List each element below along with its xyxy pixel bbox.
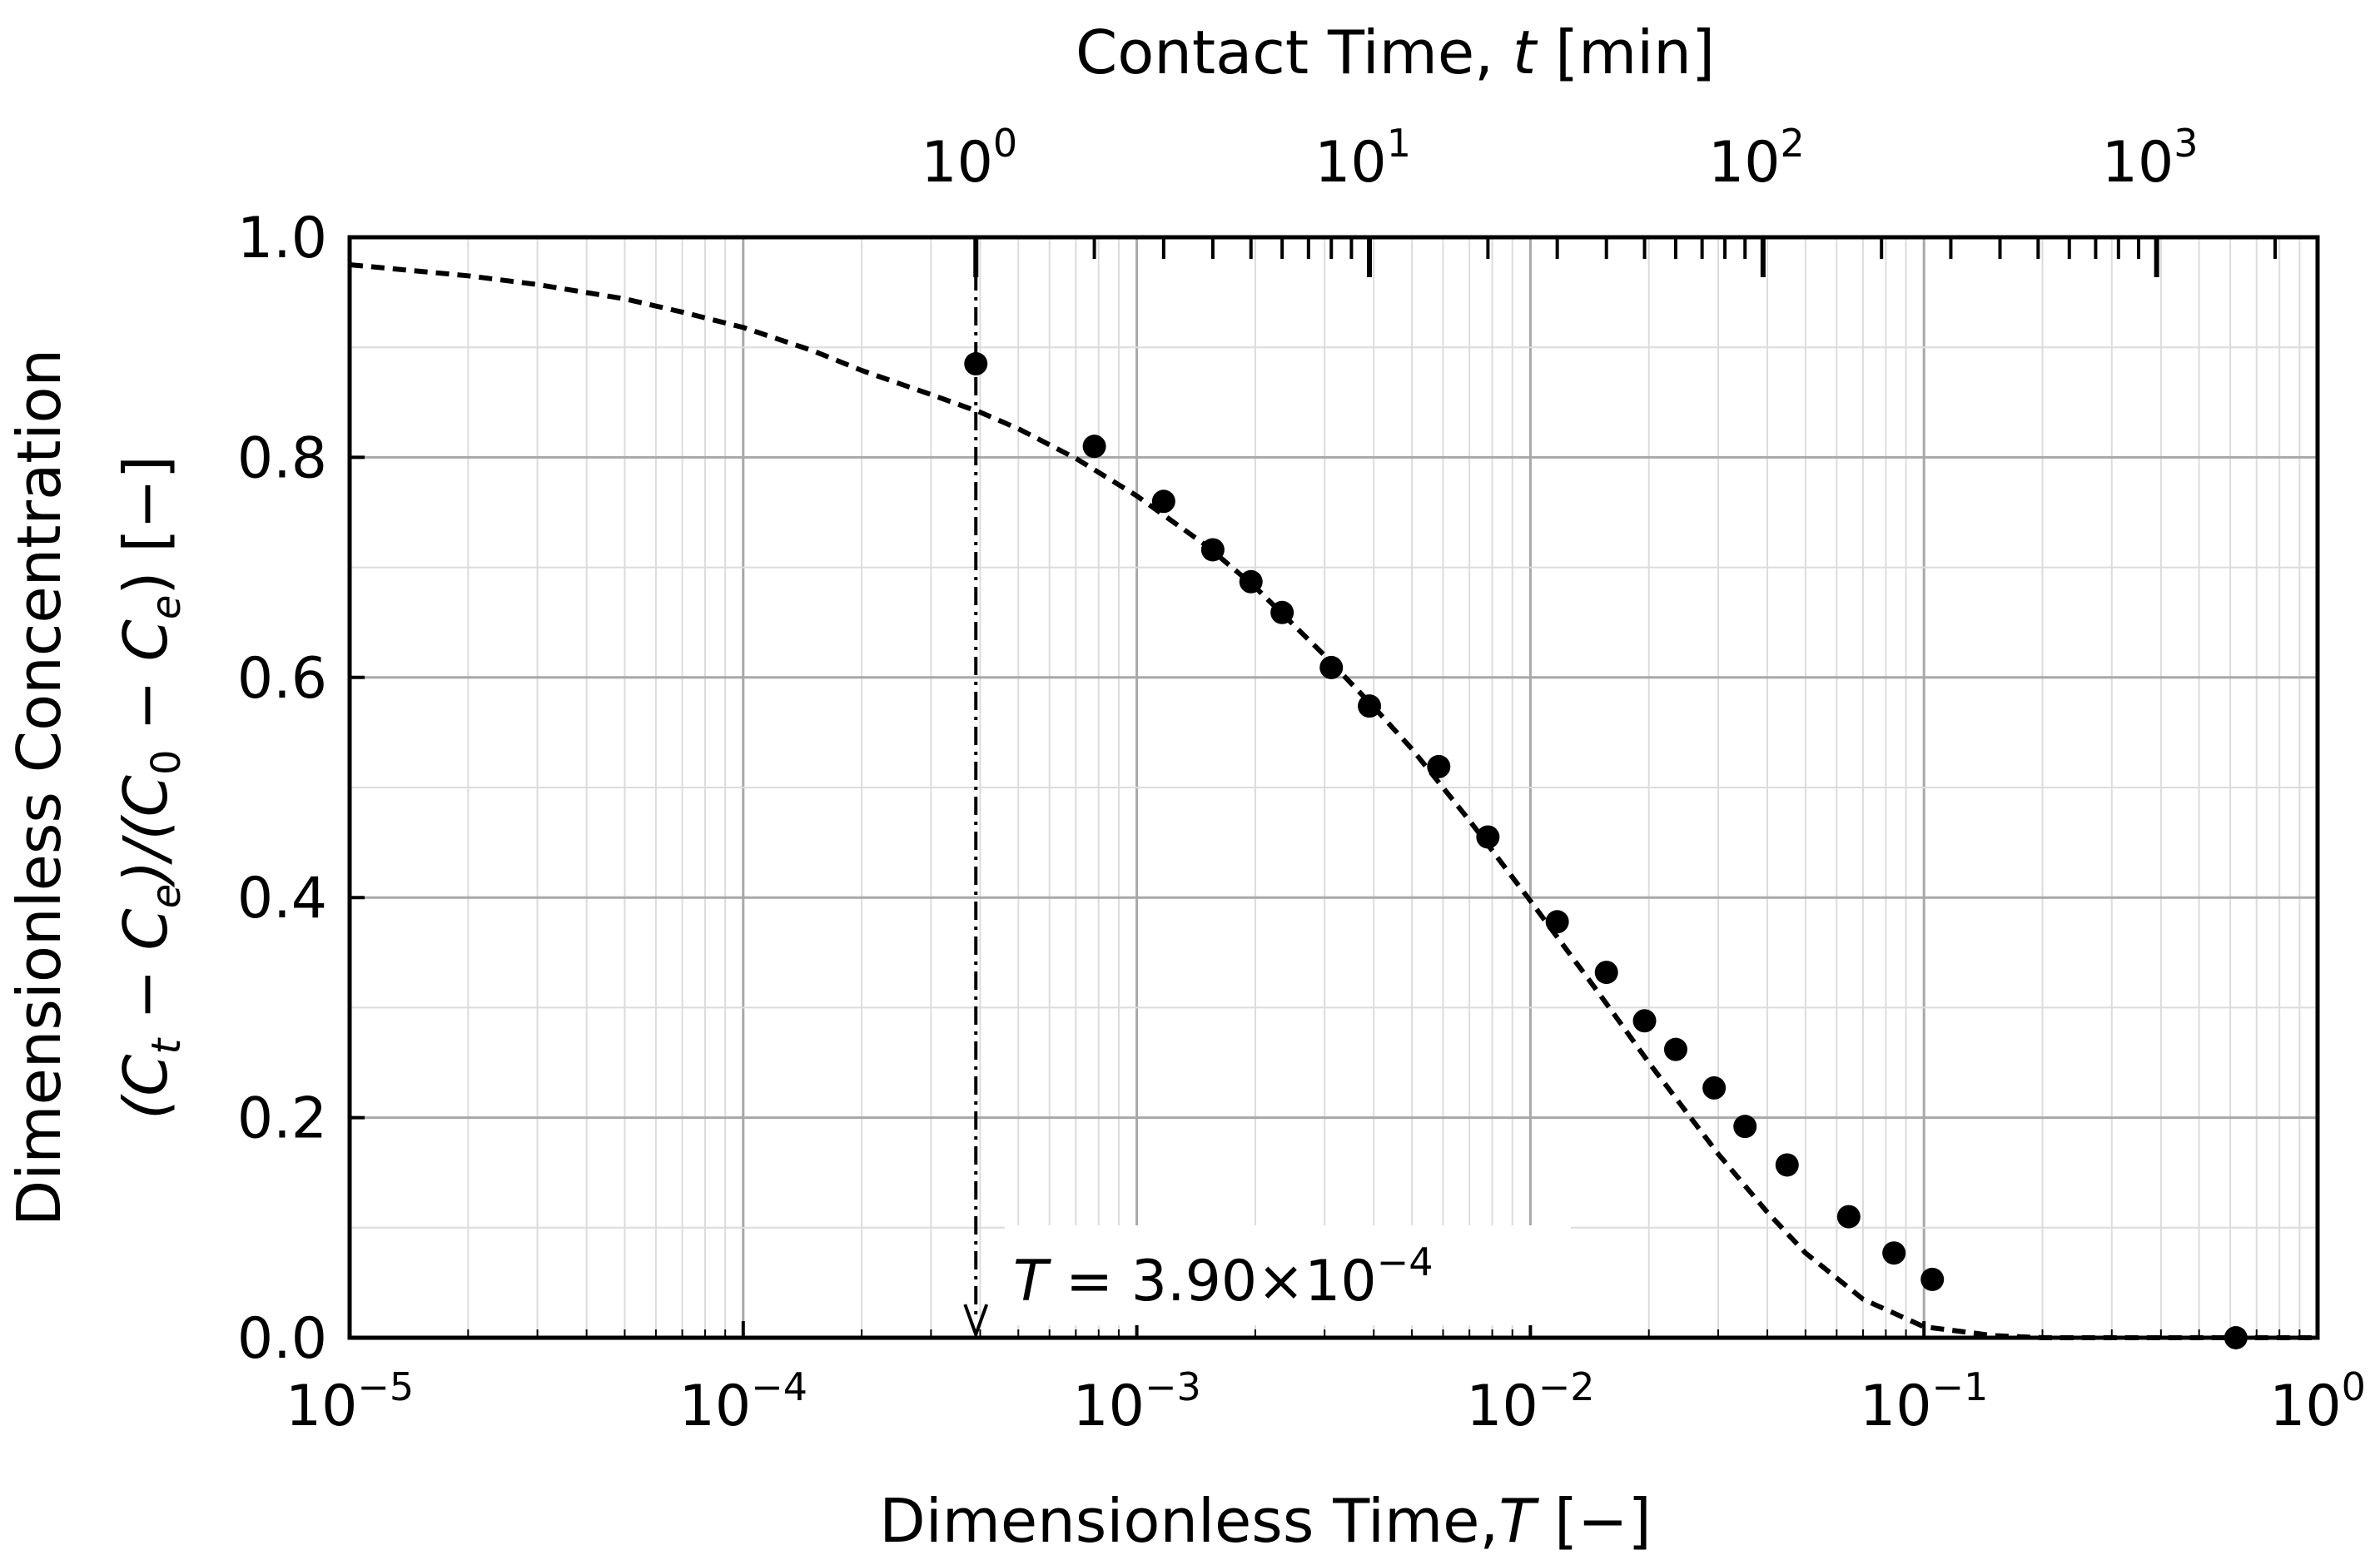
data-point [1663,1037,1687,1061]
x-tick-label: 10−4 [679,1364,807,1439]
data-points [964,352,2248,1349]
x-tick-label: 10−2 [1466,1364,1594,1439]
data-point [1733,1115,1757,1139]
top-tick-label: 100 [921,121,1017,196]
model-curve [349,262,2318,1340]
data-point [1319,655,1344,679]
axis-ticks [348,236,2319,1339]
data-point [1200,538,1225,562]
data-point [1775,1153,1799,1177]
x-tick-label: 100 [2269,1364,2366,1439]
y-tick-label: 0.0 [237,1306,327,1372]
annotation-text: T = 3.90×10−4 [1013,1240,1433,1314]
top-axis-title-var: t [1513,17,1538,87]
x-tick-label: 10−5 [286,1364,414,1439]
plot-frame [347,235,2320,1340]
y-tick-label: 0.4 [237,866,327,932]
data-point [964,352,988,376]
data-point [1358,694,1382,718]
data-point [1836,1205,1861,1229]
y-tick-label: 0.6 [237,646,327,712]
data-point [1082,435,1106,459]
data-point [1476,825,1500,849]
data-point [1882,1241,1906,1265]
data-point [1702,1076,1727,1100]
y-tick-label: 0.2 [237,1086,327,1152]
data-point [1270,600,1294,624]
data-point [1545,910,1569,934]
fit-curve-layer [349,262,2318,1340]
x-axis-title-var: T [1498,1486,1539,1556]
top-axis-title-unit: [min] [1536,17,1715,87]
y-axis-title-line1: Dimensionless Concentration [4,349,74,1226]
data-point [1151,489,1175,514]
y-tick-label: 1.0 [237,206,327,271]
top-tick-label: 102 [1708,121,1805,196]
data-point [1594,961,1618,985]
top-tick-label: 101 [1314,121,1411,196]
annotation-line-layer [963,237,989,1339]
x-tick-label: 10−3 [1072,1364,1200,1439]
data-point [1239,569,1263,594]
annotation-var: T [1013,1249,1051,1314]
data-point [1632,1009,1657,1033]
y-tick-label: 0.8 [237,425,327,491]
tick-labels: 10−5 10−4 10−3 10−2 10−1 100 0.0 0.2 0.4 0.6 0.8 1.… [237,121,2366,1439]
data-point [1427,754,1451,778]
annotation-label: T = 3.90×10−4 [1005,1225,1571,1325]
annotation-arrow [963,1304,989,1339]
top-axis-title: Contact Time, t [min] [1076,17,1715,87]
grid [348,236,2319,1339]
x-axis-title: Dimensionless Time,T [−] [879,1486,1651,1556]
top-tick-label: 103 [2102,121,2199,196]
annotation-exp: −4 [1377,1240,1433,1284]
x-axis-title-unit: [−] [1535,1486,1651,1556]
x-axis-title-main: Dimensionless Time, [879,1486,1498,1556]
y-axis-title-line2: (Ct − Ce)/(C0 − Ce) [−] [111,455,190,1120]
top-axis-title-main: Contact Time, [1076,17,1513,87]
annotation-value: = 3.90×10 [1048,1249,1377,1314]
x-tick-label: 10−1 [1860,1364,1988,1439]
data-point [1920,1267,1945,1291]
